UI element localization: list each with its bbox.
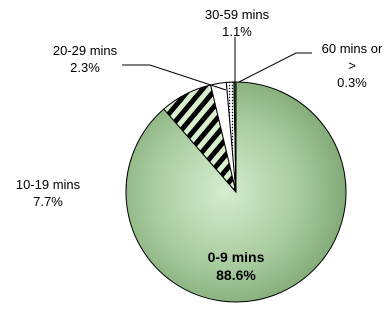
pie-slice-60-mins-or bbox=[233, 81, 237, 193]
leader-lines bbox=[122, 37, 312, 91]
slice-labels: 0-9 mins 88.6% 10-19 mins 7.7% 20-29 mins 2.3… bbox=[16, 7, 383, 283]
slice-label-30-59-mins: 30-59 mins 1.1% bbox=[205, 7, 270, 39]
slice-label-60-mins-or: 60 mins or >0.3% bbox=[322, 41, 383, 90]
leader-line-20-29-mins bbox=[122, 64, 227, 91]
slice-label-0-9-mins: 0-9 mins 88.6% bbox=[208, 249, 265, 283]
slice-label-20-29-mins: 20-29 mins 2.3% bbox=[53, 43, 118, 75]
pie-slices bbox=[125, 81, 347, 303]
slice-label-10-19-mins: 10-19 mins 7.7% bbox=[16, 177, 81, 209]
leader-line-60-mins-or bbox=[238, 52, 312, 83]
